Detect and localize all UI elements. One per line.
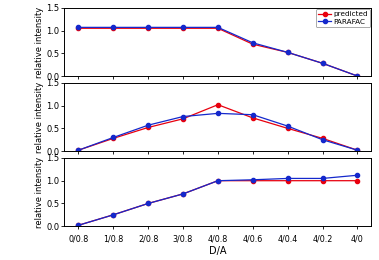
predicted <box>355 149 360 152</box>
Y-axis label: relative intensity: relative intensity <box>34 6 44 77</box>
PARAFAC <box>216 179 220 182</box>
PARAFAC <box>76 224 81 227</box>
predicted <box>146 126 150 129</box>
predicted <box>76 224 81 227</box>
predicted <box>355 74 360 77</box>
Y-axis label: relative intensity: relative intensity <box>34 157 44 228</box>
predicted <box>320 62 325 65</box>
Line: PARAFAC: PARAFAC <box>76 25 360 78</box>
Line: predicted: predicted <box>76 103 360 152</box>
predicted <box>285 179 290 182</box>
PARAFAC <box>216 26 220 29</box>
predicted <box>146 202 150 205</box>
predicted <box>355 179 360 182</box>
predicted <box>251 179 255 182</box>
predicted <box>111 137 116 140</box>
PARAFAC <box>285 51 290 54</box>
predicted <box>285 51 290 54</box>
PARAFAC <box>111 213 116 216</box>
Line: PARAFAC: PARAFAC <box>76 111 360 152</box>
PARAFAC <box>320 177 325 180</box>
PARAFAC <box>111 136 116 139</box>
predicted <box>181 27 185 30</box>
PARAFAC <box>146 202 150 205</box>
predicted <box>111 27 116 30</box>
predicted <box>76 27 81 30</box>
PARAFAC <box>216 112 220 115</box>
predicted <box>216 103 220 106</box>
PARAFAC <box>181 115 185 118</box>
predicted <box>285 127 290 130</box>
PARAFAC <box>285 125 290 128</box>
PARAFAC <box>146 124 150 127</box>
PARAFAC <box>355 74 360 77</box>
PARAFAC <box>111 26 116 29</box>
PARAFAC <box>251 113 255 116</box>
predicted <box>146 27 150 30</box>
Line: PARAFAC: PARAFAC <box>76 173 360 228</box>
Y-axis label: relative intensity: relative intensity <box>34 81 44 153</box>
PARAFAC <box>320 62 325 65</box>
PARAFAC <box>76 26 81 29</box>
X-axis label: D/A: D/A <box>209 246 227 256</box>
PARAFAC <box>355 149 360 152</box>
PARAFAC <box>76 149 81 152</box>
PARAFAC <box>181 26 185 29</box>
predicted <box>181 192 185 196</box>
Line: predicted: predicted <box>76 179 360 228</box>
predicted <box>216 179 220 182</box>
PARAFAC <box>320 138 325 141</box>
predicted <box>320 179 325 182</box>
predicted <box>181 117 185 120</box>
PARAFAC <box>355 174 360 177</box>
PARAFAC <box>251 41 255 44</box>
predicted <box>216 27 220 30</box>
predicted <box>320 137 325 140</box>
PARAFAC <box>146 26 150 29</box>
PARAFAC <box>285 177 290 180</box>
predicted <box>251 43 255 46</box>
PARAFAC <box>181 192 185 196</box>
predicted <box>76 149 81 152</box>
Line: predicted: predicted <box>76 26 360 78</box>
PARAFAC <box>251 178 255 181</box>
predicted <box>251 116 255 119</box>
predicted <box>111 213 116 216</box>
Legend: predicted, PARAFAC: predicted, PARAFAC <box>316 9 370 27</box>
